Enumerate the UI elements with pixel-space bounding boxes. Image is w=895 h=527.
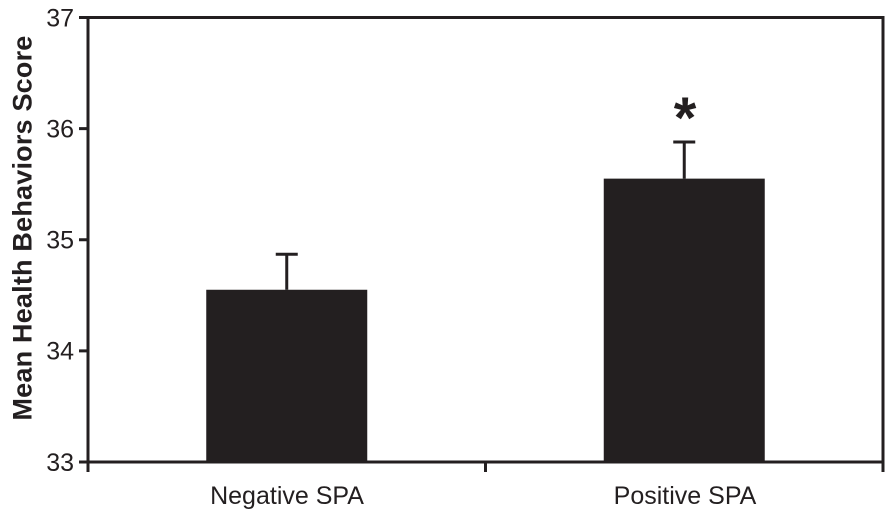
x-category-label-positive-spa: Positive SPA xyxy=(613,482,757,510)
bar-0 xyxy=(206,289,368,462)
y-tick-label: 36 xyxy=(46,115,74,143)
bar-1 xyxy=(603,178,765,462)
x-category-label-negative-spa: Negative SPA xyxy=(210,482,364,510)
y-axis-title: Mean Health Behaviors Score xyxy=(7,35,38,421)
y-tick-label: 37 xyxy=(46,4,74,32)
y-tick-label: 35 xyxy=(46,227,74,255)
significance-asterisk: * xyxy=(673,86,697,151)
y-tick-label: 33 xyxy=(46,449,74,477)
y-tick-label: 34 xyxy=(46,338,74,366)
